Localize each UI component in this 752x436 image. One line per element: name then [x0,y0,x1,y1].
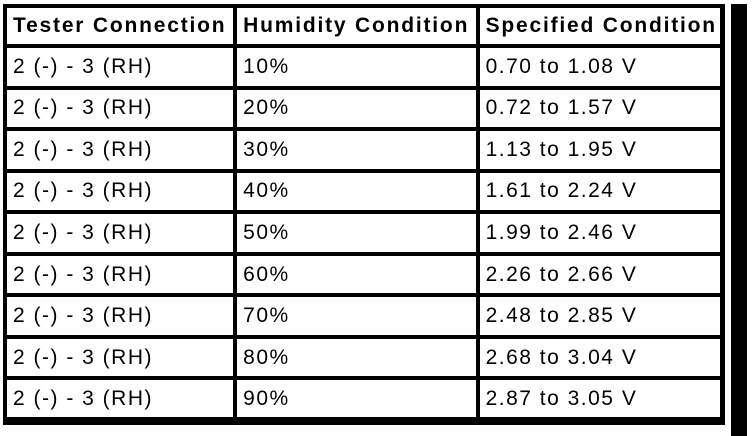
col-header-humidity-condition: Humidity Condition [233,8,480,48]
col-header-specified-condition: Specified Condition [475,8,720,48]
cell-specified-condition: 2.87 to 3.05 V [475,376,720,417]
cell-humidity-condition: 30% [233,127,480,173]
cell-humidity-condition: 40% [233,168,480,215]
cell-tester-connection: 2 (-) - 3 (RH) [7,127,238,173]
header-row: Tester Connection Humidity Condition Spe… [7,8,720,48]
table-row: 2 (-) - 3 (RH) 40% 1.61 to 2.24 V [7,168,720,215]
table-row: 2 (-) - 3 (RH) 50% 1.99 to 2.46 V [7,210,720,256]
cell-tester-connection: 2 (-) - 3 (RH) [7,293,238,339]
table-row: 2 (-) - 3 (RH) 80% 2.68 to 3.04 V [7,334,720,381]
drop-shadow-right-bar [731,4,747,436]
spec-table: Tester Connection Humidity Condition Spe… [7,8,720,417]
cell-humidity-condition: 50% [233,210,480,256]
humidity-spec-table: Tester Connection Humidity Condition Spe… [3,4,725,425]
cell-humidity-condition: 60% [233,251,480,298]
table-row: 2 (-) - 3 (RH) 30% 1.13 to 1.95 V [7,127,720,173]
cell-tester-connection: 2 (-) - 3 (RH) [7,334,238,381]
cell-tester-connection: 2 (-) - 3 (RH) [7,251,238,298]
table-row: 2 (-) - 3 (RH) 20% 0.72 to 1.57 V [7,85,720,132]
cell-tester-connection: 2 (-) - 3 (RH) [7,210,238,256]
table-row: 2 (-) - 3 (RH) 10% 0.70 to 1.08 V [7,44,720,90]
cell-tester-connection: 2 (-) - 3 (RH) [7,85,238,132]
cell-humidity-condition: 70% [233,293,480,339]
cell-humidity-condition: 20% [233,85,480,132]
cell-tester-connection: 2 (-) - 3 (RH) [7,168,238,215]
table-row: 2 (-) - 3 (RH) 70% 2.48 to 2.85 V [7,293,720,339]
table-row: 2 (-) - 3 (RH) 90% 2.87 to 3.05 V [7,376,720,417]
cell-humidity-condition: 10% [233,44,480,90]
cell-specified-condition: 2.48 to 2.85 V [475,293,720,339]
cell-specified-condition: 0.72 to 1.57 V [475,85,720,132]
cell-humidity-condition: 80% [233,334,480,381]
cell-specified-condition: 1.99 to 2.46 V [475,210,720,256]
cell-specified-condition: 1.13 to 1.95 V [475,127,720,173]
cell-humidity-condition: 90% [233,376,480,417]
cell-tester-connection: 2 (-) - 3 (RH) [7,44,238,90]
cell-specified-condition: 1.61 to 2.24 V [475,168,720,215]
cell-specified-condition: 2.26 to 2.66 V [475,251,720,298]
col-header-tester-connection: Tester Connection [7,8,238,48]
table-row: 2 (-) - 3 (RH) 60% 2.26 to 2.66 V [7,251,720,298]
cell-specified-condition: 0.70 to 1.08 V [475,44,720,90]
cell-specified-condition: 2.68 to 3.04 V [475,334,720,381]
cell-tester-connection: 2 (-) - 3 (RH) [7,376,238,417]
